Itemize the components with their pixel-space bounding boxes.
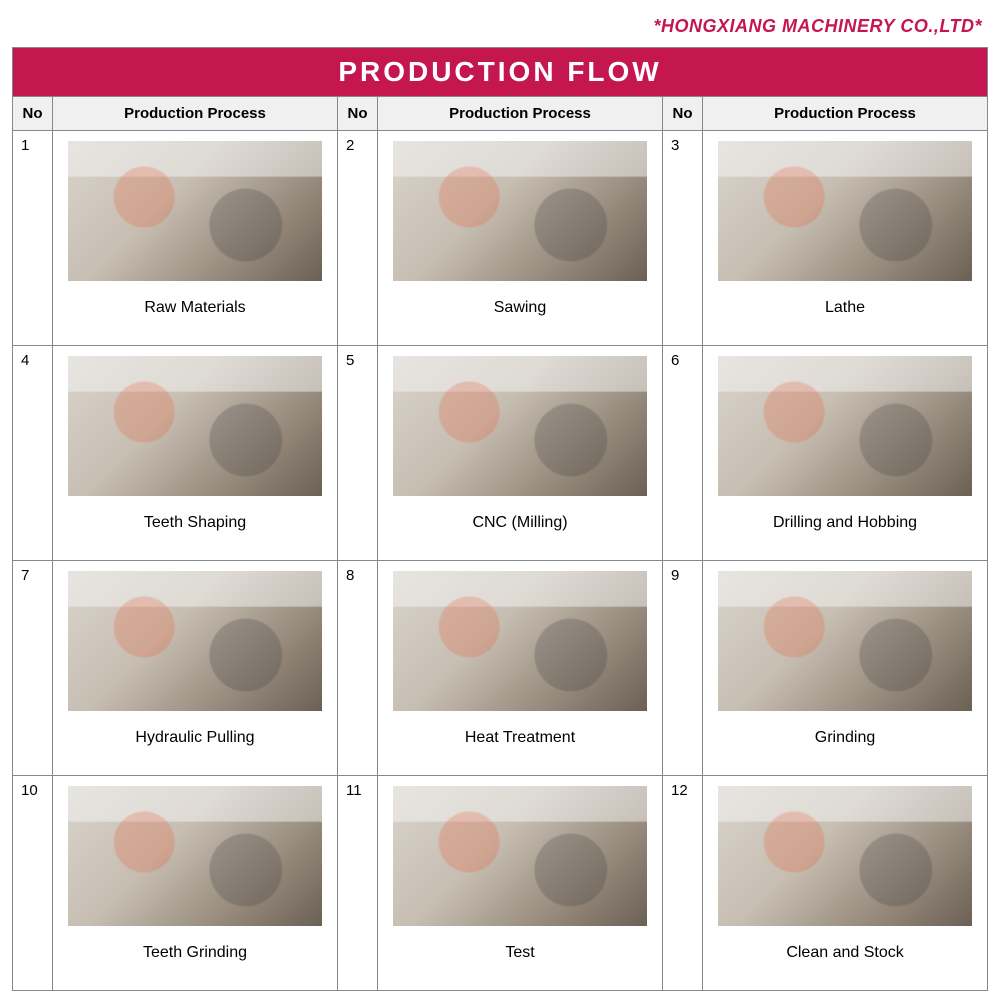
process-photo <box>68 786 322 926</box>
process-photo <box>68 141 322 281</box>
step-cell: CNC (Milling) <box>378 346 663 561</box>
col-process-header: Production Process <box>703 97 988 131</box>
step-number: 7 <box>13 561 53 776</box>
process-label: Teeth Grinding <box>57 944 333 962</box>
process-photo <box>718 356 972 496</box>
process-photo <box>393 571 647 711</box>
step-number: 3 <box>663 131 703 346</box>
step-cell: Teeth Grinding <box>53 776 338 991</box>
step-number: 12 <box>663 776 703 991</box>
process-label: Drilling and Hobbing <box>707 514 983 532</box>
process-label: Test <box>382 944 658 962</box>
step-cell: Clean and Stock <box>703 776 988 991</box>
table-row: 4 Teeth Shaping 5 CNC (Milling) 6 Drilli… <box>13 346 988 561</box>
process-label: Heat Treatment <box>382 729 658 747</box>
process-label: Sawing <box>382 299 658 317</box>
table-row: 10 Teeth Grinding 11 Test 12 Clean and S… <box>13 776 988 991</box>
production-flow-table: PRODUCTION FLOW No Production Process No… <box>12 47 988 991</box>
table-title: PRODUCTION FLOW <box>13 48 988 97</box>
process-photo <box>393 786 647 926</box>
process-label: CNC (Milling) <box>382 514 658 532</box>
step-cell: Test <box>378 776 663 991</box>
step-number: 6 <box>663 346 703 561</box>
process-photo <box>68 571 322 711</box>
col-no-header: No <box>338 97 378 131</box>
table-header-row: No Production Process No Production Proc… <box>13 97 988 131</box>
step-number: 4 <box>13 346 53 561</box>
col-no-header: No <box>13 97 53 131</box>
col-process-header: Production Process <box>53 97 338 131</box>
step-number: 11 <box>338 776 378 991</box>
col-no-header: No <box>663 97 703 131</box>
process-label: Lathe <box>707 299 983 317</box>
company-name: *HONGXIANG MACHINERY CO.,LTD* <box>12 8 988 47</box>
process-photo <box>393 141 647 281</box>
process-label: Raw Materials <box>57 299 333 317</box>
process-photo <box>68 356 322 496</box>
step-cell: Heat Treatment <box>378 561 663 776</box>
process-label: Grinding <box>707 729 983 747</box>
process-label: Clean and Stock <box>707 944 983 962</box>
table-row: 1 Raw Materials 2 Sawing 3 Lathe <box>13 131 988 346</box>
process-photo <box>393 356 647 496</box>
process-photo <box>718 571 972 711</box>
step-number: 10 <box>13 776 53 991</box>
process-photo <box>718 786 972 926</box>
col-process-header: Production Process <box>378 97 663 131</box>
step-number: 1 <box>13 131 53 346</box>
step-cell: Grinding <box>703 561 988 776</box>
step-number: 5 <box>338 346 378 561</box>
step-number: 2 <box>338 131 378 346</box>
process-label: Hydraulic Pulling <box>57 729 333 747</box>
table-row: 7 Hydraulic Pulling 8 Heat Treatment 9 G… <box>13 561 988 776</box>
process-photo <box>718 141 972 281</box>
step-number: 8 <box>338 561 378 776</box>
step-cell: Sawing <box>378 131 663 346</box>
step-cell: Hydraulic Pulling <box>53 561 338 776</box>
step-cell: Lathe <box>703 131 988 346</box>
step-cell: Teeth Shaping <box>53 346 338 561</box>
process-label: Teeth Shaping <box>57 514 333 532</box>
step-number: 9 <box>663 561 703 776</box>
step-cell: Raw Materials <box>53 131 338 346</box>
step-cell: Drilling and Hobbing <box>703 346 988 561</box>
